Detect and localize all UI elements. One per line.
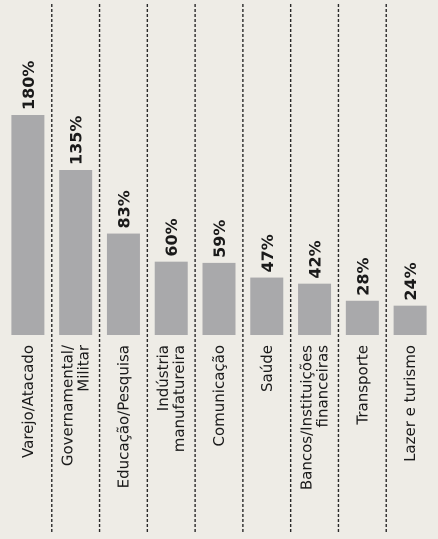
category-label: Transporte xyxy=(353,345,371,426)
category-label: Educação/Pesquisa xyxy=(114,345,132,488)
category-label: Governamental/Militar xyxy=(59,344,93,466)
value-label: 47% xyxy=(258,234,277,272)
category-label: Lazer e turismo xyxy=(401,345,419,462)
value-labels: 180% 135% 83% 60% 59% 47% 42% 28% 24% xyxy=(19,61,420,301)
bar xyxy=(202,262,236,335)
bar xyxy=(154,261,188,335)
column-dividers xyxy=(51,4,387,534)
bar xyxy=(106,233,140,335)
bar xyxy=(345,300,379,335)
category-label: Varejo/Atacado xyxy=(19,345,37,458)
bar xyxy=(298,283,332,335)
bar xyxy=(250,277,284,335)
category-label: Bancos/Instituiçõesfinanceiras xyxy=(298,345,332,490)
value-label: 135% xyxy=(67,116,86,165)
value-label: 180% xyxy=(19,61,38,110)
bars xyxy=(11,115,427,335)
bar xyxy=(393,305,427,335)
bar xyxy=(59,170,93,335)
category-label: Saúde xyxy=(258,345,276,392)
category-label: Comunicação xyxy=(210,345,228,447)
value-label: 24% xyxy=(401,262,420,300)
value-label: 28% xyxy=(353,257,372,295)
value-label: 83% xyxy=(114,190,133,228)
value-label: 42% xyxy=(306,240,325,278)
value-label: 59% xyxy=(210,220,229,258)
category-label: Indústriamanufatureira xyxy=(154,345,188,452)
category-labels: Varejo/Atacado Governamental/Militar Educa… xyxy=(19,344,419,490)
value-label: 60% xyxy=(162,218,181,256)
bar xyxy=(11,115,45,335)
